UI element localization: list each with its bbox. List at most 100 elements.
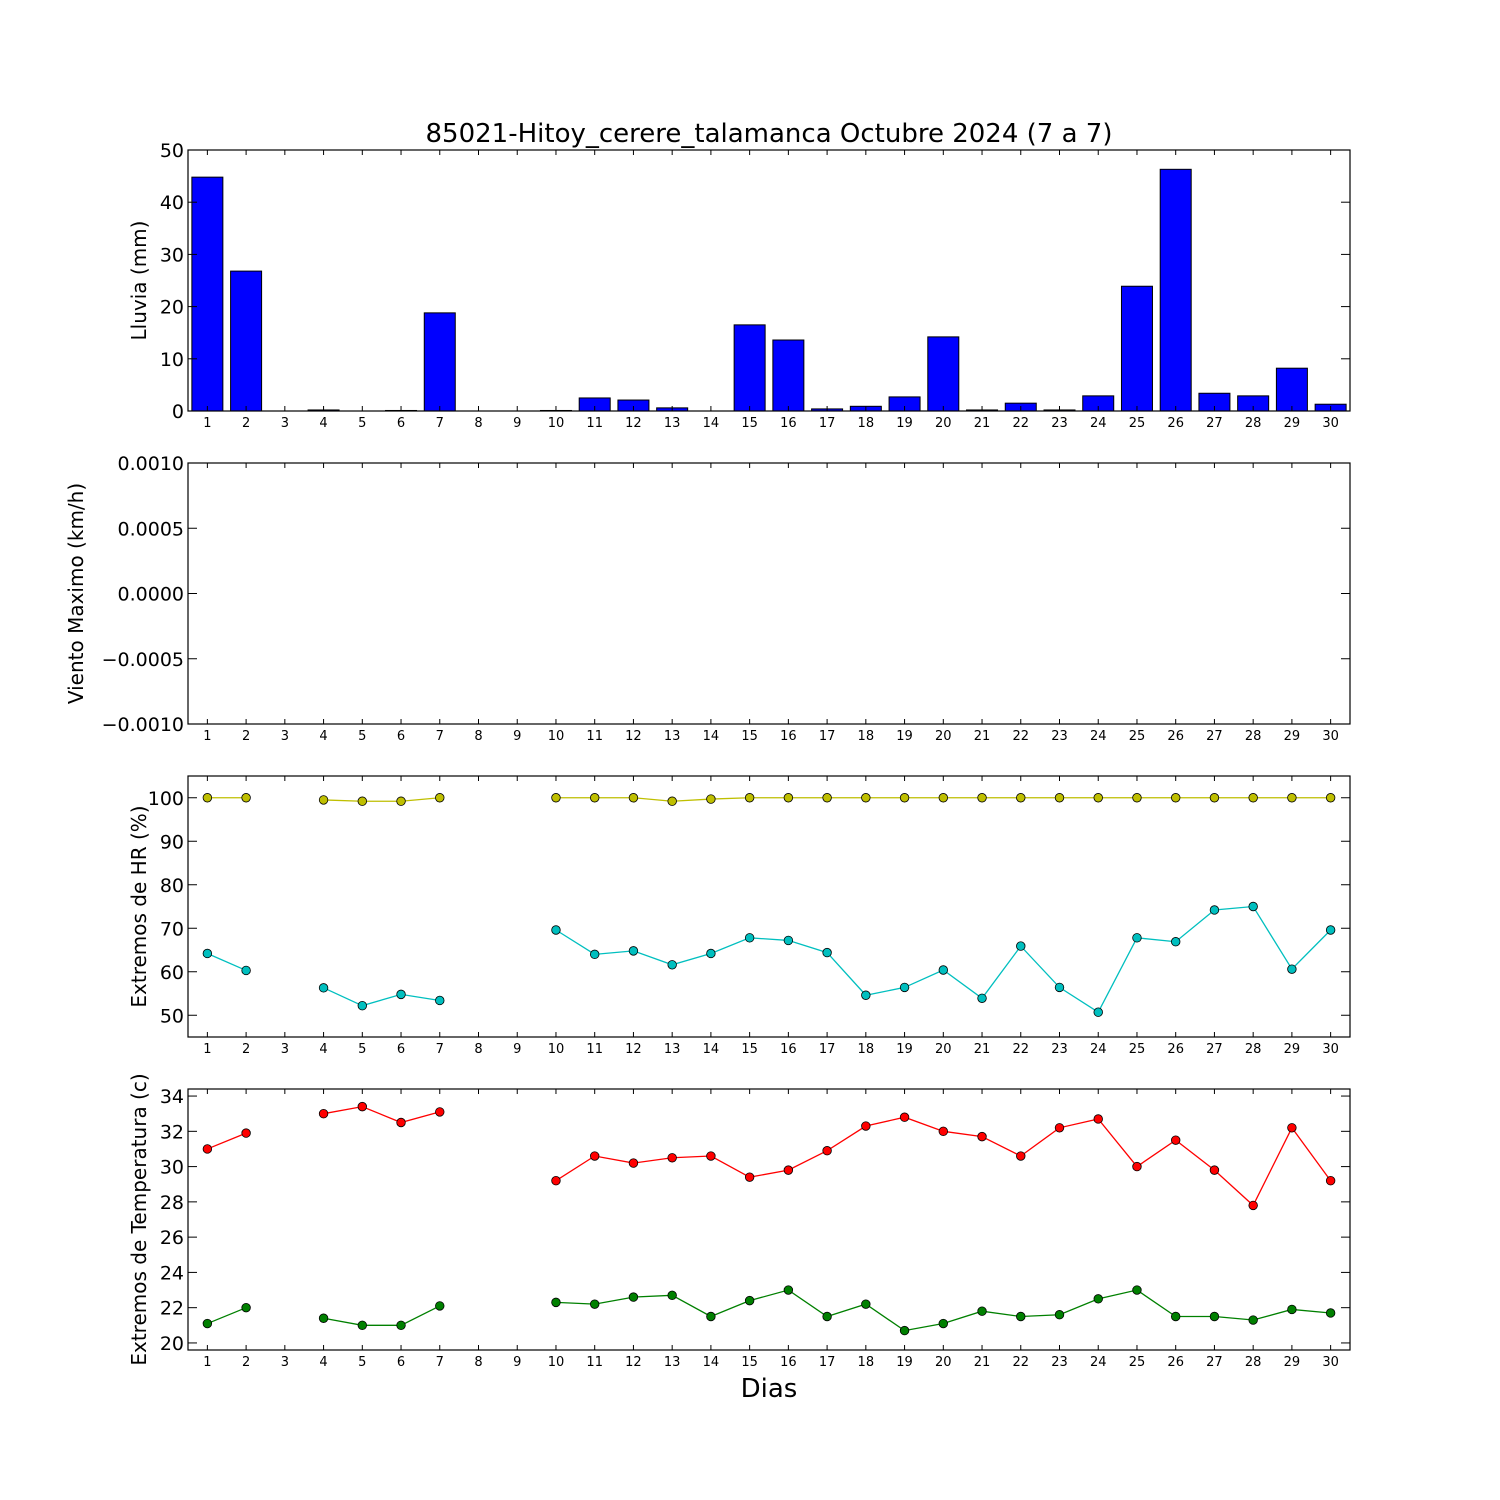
x-tick-label: 2 [242, 416, 250, 431]
x-tick-label: 8 [474, 729, 482, 744]
axes-frame [187, 462, 1351, 725]
point-day-1 [202, 948, 213, 959]
point-day-29 [1287, 1304, 1297, 1315]
point-day-12 [628, 1158, 639, 1168]
x-tick-label: 24 [1090, 1355, 1107, 1370]
chart-panel-4: 1 2 3 4 5 6 7 8 9 10 11 12 13 14 15 16 17 18 19 20 21 22 23 24 2… [127, 1073, 1351, 1370]
x-tick-label: 26 [1167, 1355, 1184, 1370]
series-2 [202, 1285, 1336, 1336]
x-tick-label: 4 [319, 416, 327, 431]
x-tick-label: 4 [319, 1042, 327, 1057]
point-day-21 [977, 993, 987, 1003]
chart-panel-2: 1 2 3 4 5 6 7 8 9 10 11 12 13 14 15 16 17 18 19 20 21 22 23 24 2… [64, 453, 1351, 744]
x-tick-label: 28 [1245, 1355, 1262, 1370]
x-tick-label: 25 [1129, 1355, 1146, 1370]
x-tick-label: 5 [358, 416, 366, 431]
x-tick-label: 5 [358, 1042, 366, 1057]
point-day-19 [899, 1325, 910, 1336]
x-tick-label: 8 [474, 416, 482, 431]
x-tick-label: 12 [625, 416, 642, 431]
x-tick-label: 28 [1245, 416, 1262, 431]
point-day-17 [822, 1311, 832, 1322]
point-day-28 [1248, 901, 1258, 912]
x-tick-label: 30 [1322, 1042, 1339, 1057]
point-day-15 [744, 793, 755, 803]
point-day-20 [938, 1126, 949, 1137]
bar-day-2 [230, 270, 263, 412]
x-tick-label: 10 [548, 729, 565, 744]
y-tick-label: 60 [160, 962, 184, 984]
y-axis-label: Viento Maximo (km/h) [64, 483, 88, 704]
point-day-18 [861, 990, 871, 1000]
x-tick-label: 20 [935, 1042, 952, 1057]
x-tick-label: 3 [281, 416, 289, 431]
point-day-5 [357, 1000, 368, 1011]
point-day-30 [1325, 925, 1336, 935]
bar-day-1 [191, 176, 224, 412]
x-tick-label: 21 [974, 729, 991, 744]
x-tick-label: 15 [741, 416, 758, 431]
x-tick-label: 10 [548, 1042, 565, 1057]
x-tick-label: 23 [1051, 1042, 1068, 1057]
x-axis-label: Dias [741, 1374, 798, 1404]
point-day-1 [202, 1318, 213, 1329]
x-tick-label: 1 [203, 1042, 211, 1057]
x-tick-label: 17 [819, 416, 836, 431]
point-day-27 [1209, 905, 1220, 915]
bar-day-20 [927, 336, 960, 412]
bar-day-15 [733, 324, 766, 412]
x-tick-label: 22 [1012, 416, 1029, 431]
x-tick-label: 18 [858, 729, 875, 744]
x-tick-label: 2 [242, 1042, 250, 1057]
x-tick-label: 13 [664, 729, 681, 744]
point-day-26 [1170, 1311, 1181, 1322]
series-line [323, 1105, 440, 1124]
point-day-5 [357, 1101, 368, 1112]
y-tick-label: 90 [160, 831, 184, 853]
x-tick-label: 27 [1206, 729, 1223, 744]
x-tick-label: 30 [1322, 729, 1339, 744]
x-tick-label: 9 [513, 416, 521, 431]
x-tick-label: 4 [319, 729, 327, 744]
point-day-13 [667, 1290, 677, 1301]
y-tick-label: 70 [160, 918, 184, 940]
x-tick-label: 22 [1012, 1355, 1029, 1370]
point-day-13 [667, 1153, 677, 1163]
chart-panel-1: 1 2 3 4 5 6 7 8 9 10 11 12 13 14 15 16 17 18 19 20 21 22 23 24 2… [127, 140, 1351, 431]
y-axis-label: Lluvia (mm) [127, 221, 151, 341]
chart-panel-3: 1 2 3 4 5 6 7 8 9 10 11 12 13 14 15 16 17 18 19 20 21 22 23 24 2… [127, 775, 1351, 1057]
point-day-16 [783, 935, 794, 946]
point-day-29 [1287, 964, 1297, 974]
x-tick-label: 1 [203, 729, 211, 744]
point-day-24 [1093, 1114, 1103, 1124]
point-day-28 [1248, 1315, 1258, 1325]
y-tick-label: 22 [160, 1298, 184, 1320]
series-line [323, 987, 440, 1007]
point-day-12 [628, 946, 639, 956]
x-tick-label: 19 [896, 1042, 913, 1057]
x-tick-label: 19 [896, 1355, 913, 1370]
x-tick-label: 12 [625, 1355, 642, 1370]
point-day-28 [1248, 793, 1258, 803]
y-tick-label: 26 [160, 1227, 184, 1249]
x-tick-label: 2 [242, 729, 250, 744]
y-tick-label: −0.0005 [102, 649, 184, 671]
point-day-11 [590, 949, 600, 960]
x-tick-label: 3 [281, 1042, 289, 1057]
x-tick-label: 28 [1245, 729, 1262, 744]
point-day-16 [783, 793, 794, 803]
point-day-25 [1132, 933, 1142, 943]
point-day-1 [202, 1144, 213, 1154]
point-day-30 [1325, 793, 1336, 803]
y-tick-label: 0.0000 [118, 584, 184, 606]
point-day-29 [1287, 793, 1297, 803]
y-tick-label: 0.0005 [118, 518, 184, 540]
point-day-15 [744, 1172, 755, 1182]
x-tick-label: 9 [513, 1355, 521, 1370]
y-tick-label: 34 [160, 1086, 184, 1108]
point-day-2 [241, 1128, 251, 1138]
point-day-27 [1209, 1311, 1220, 1322]
y-tick-label: 30 [160, 1157, 184, 1179]
x-tick-label: 12 [625, 1042, 642, 1057]
x-tick-label: 21 [974, 1042, 991, 1057]
